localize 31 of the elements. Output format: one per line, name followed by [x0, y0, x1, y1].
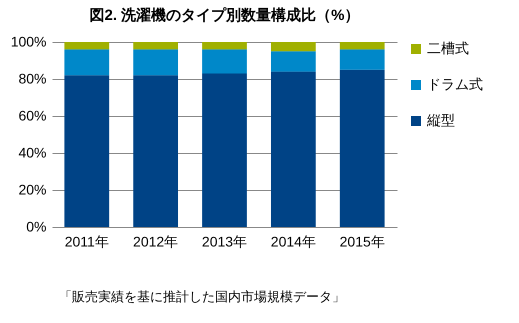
y-tick-label: 20%: [18, 182, 46, 198]
chart-title: 図2. 洗濯機のタイプ別数量構成比（%）: [89, 7, 360, 24]
bar: [64, 75, 110, 227]
legend-label: ドラム式: [427, 76, 483, 92]
x-tick-label: 2012年: [133, 234, 178, 250]
bar: [202, 49, 247, 74]
x-tick-label: 2011年: [64, 234, 109, 250]
bar: [133, 42, 178, 50]
bar: [340, 49, 385, 70]
y-tick-label: 60%: [18, 108, 46, 124]
legend-label: 二槽式: [427, 40, 469, 56]
y-tick-label: 0%: [26, 218, 46, 234]
legend-label: 縦型: [426, 112, 455, 128]
bar: [340, 42, 385, 50]
y-tick-label: 100%: [10, 34, 46, 50]
x-tick-label: 2015年: [340, 234, 385, 250]
bar: [202, 42, 247, 50]
x-tick-label: 2013年: [202, 234, 248, 250]
x-tick-label: 2014年: [270, 234, 316, 250]
bar: [133, 75, 178, 227]
text: 「販売実績を基に推計した国内市場規模データ」: [59, 289, 345, 304]
bar: [133, 49, 178, 76]
bar: [270, 42, 316, 52]
y-tick-label: 80%: [18, 70, 46, 86]
bar: [270, 72, 316, 227]
bar: [202, 73, 247, 227]
bar: [64, 49, 110, 76]
bar: [270, 51, 316, 72]
bar: [64, 42, 110, 50]
y-tick-label: 40%: [18, 144, 46, 160]
bar: [340, 70, 385, 227]
